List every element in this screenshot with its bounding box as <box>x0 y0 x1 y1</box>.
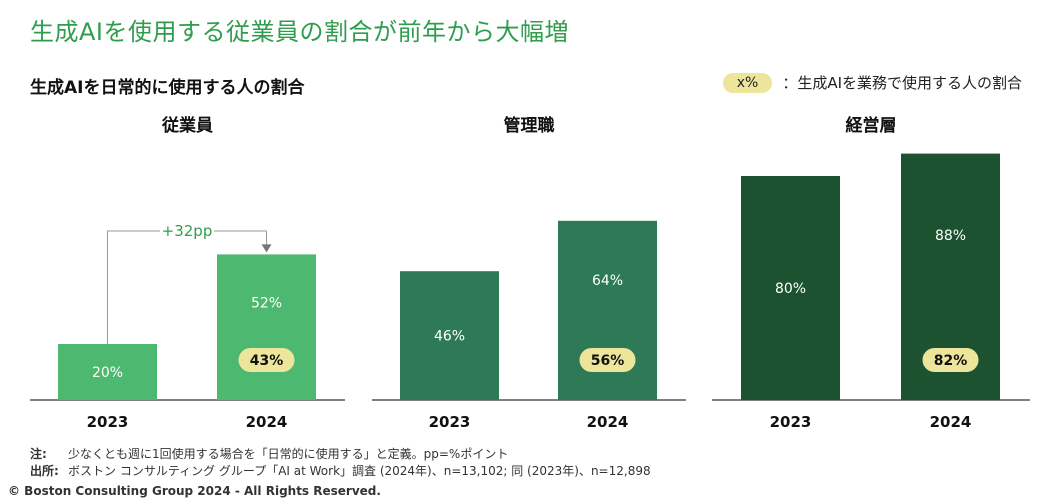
bar <box>741 176 840 400</box>
data-label: 20% <box>92 365 123 381</box>
panel-title: 従業員 <box>161 115 213 136</box>
work-use-pill <box>238 348 295 372</box>
panel-title: 経営層 <box>846 115 897 136</box>
footnote-text: ボストン コンサルティング グループ「AI at Work」調査 (2024年)… <box>68 464 651 478</box>
work-use-label: 82% <box>934 353 968 369</box>
data-label: 80% <box>775 281 806 297</box>
bar <box>217 254 316 400</box>
panel-title: 管理職 <box>504 115 555 136</box>
x-tick-label: 2024 <box>246 413 288 431</box>
arrow-head-icon <box>261 244 272 253</box>
data-label: 46% <box>434 329 465 345</box>
bar <box>558 220 657 400</box>
work-use-label: 56% <box>591 353 625 369</box>
footnotes: 注: 少なくとも週に1回使用する場合を「日常的に使用する」と定義。pp=%ポイント… <box>30 446 651 480</box>
x-tick-label: 2024 <box>587 413 629 431</box>
page-title: 生成AIを使用する従業員の割合が前年から大幅増 <box>30 18 569 46</box>
bar <box>400 271 499 400</box>
legend-text: ：生成AIを業務で使用する人の割合 <box>782 74 1022 92</box>
legend: x% ：生成AIを業務で使用する人の割合 <box>722 72 1022 93</box>
footnote-source: 出所: ボストン コンサルティング グループ「AI at Work」調査 (202… <box>30 463 651 480</box>
bar <box>58 344 157 400</box>
chart-subtitle: 生成AIを日常的に使用する人の割合 <box>30 78 305 98</box>
growth-annotation: +32pp <box>162 222 213 240</box>
footnote-text: 少なくとも週に1回使用する場合を「日常的に使用する」と定義。pp=%ポイント <box>68 447 509 461</box>
x-tick-label: 2023 <box>770 413 812 431</box>
x-tick-label: 2023 <box>87 413 129 431</box>
data-label: 52% <box>251 295 282 311</box>
work-use-label: 43% <box>250 353 284 369</box>
annotation-bg <box>160 220 214 240</box>
legend-pill: x% <box>722 72 773 93</box>
footnote-label: 出所: <box>30 464 59 478</box>
copyright: © Boston Consulting Group 2024 - All Rig… <box>8 484 381 498</box>
data-label: 64% <box>592 273 623 289</box>
data-label: 88% <box>935 228 966 244</box>
work-use-pill <box>922 348 979 372</box>
work-use-pill <box>579 348 636 372</box>
footnote-label: 注: <box>30 447 47 461</box>
x-tick-label: 2023 <box>429 413 471 431</box>
footnote-note: 注: 少なくとも週に1回使用する場合を「日常的に使用する」と定義。pp=%ポイント <box>30 446 651 463</box>
x-tick-label: 2024 <box>930 413 972 431</box>
